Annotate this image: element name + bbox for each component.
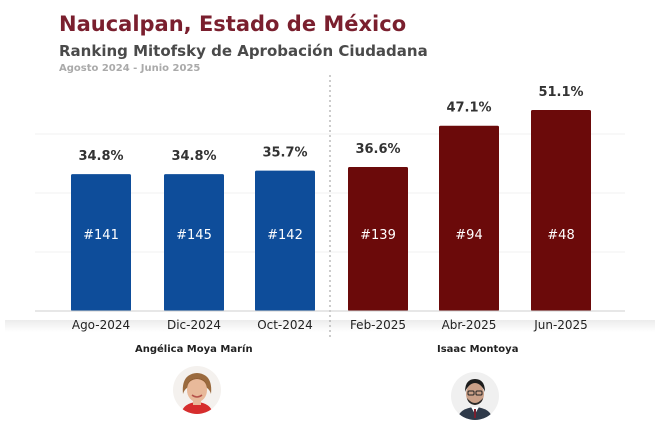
x-tick-Oct-2024: Oct-2024: [257, 318, 313, 332]
bar-Ago-2024: [71, 174, 131, 311]
chart-period: Agosto 2024 - Junio 2025: [59, 63, 201, 74]
value-label-Abr-2025: 47.1%: [446, 101, 491, 116]
value-label-Feb-2025: 36.6%: [355, 142, 400, 157]
bar-Oct-2024: [255, 170, 315, 311]
bar-Jun-2025: [531, 110, 591, 311]
man-portrait-icon: [451, 372, 499, 420]
value-label-Jun-2025: 51.1%: [538, 85, 583, 100]
x-tick-Jun-2025: Jun-2025: [533, 318, 588, 332]
bar-Feb-2025: [348, 167, 408, 311]
rank-label-Dic-2024: #145: [176, 228, 212, 243]
chart-title: Naucalpan, Estado de México: [59, 12, 407, 36]
person-name-1: Angélica Moya Marín: [135, 344, 253, 355]
value-label-Dic-2024: 34.8%: [171, 149, 216, 164]
rank-label-Feb-2025: #139: [360, 228, 396, 243]
person-name-2: Isaac Montoya: [437, 344, 519, 355]
rank-label-Ago-2024: #141: [83, 228, 119, 243]
value-label-Ago-2024: 34.8%: [78, 149, 123, 164]
x-tick-Dic-2024: Dic-2024: [167, 318, 221, 332]
x-tick-Ago-2024: Ago-2024: [72, 318, 130, 332]
bars: [71, 110, 591, 312]
rank-label-Jun-2025: #48: [547, 228, 574, 243]
rank-label-Oct-2024: #142: [267, 228, 303, 243]
labels: 34.8% #141 Ago-2024 34.8% #145 Dic-2024 35.7% #…: [72, 85, 588, 332]
rank-label-Abr-2025: #94: [455, 228, 482, 243]
x-tick-Abr-2025: Abr-2025: [442, 318, 497, 332]
x-tick-Feb-2025: Feb-2025: [350, 318, 406, 332]
value-label-Oct-2024: 35.7%: [262, 146, 307, 161]
bar-Abr-2025: [439, 125, 499, 312]
chart-subtitle: Ranking Mitofsky de Aprobación Ciudadana: [59, 42, 428, 60]
bar-Dic-2024: [164, 174, 224, 311]
woman-portrait-icon: [173, 366, 221, 414]
